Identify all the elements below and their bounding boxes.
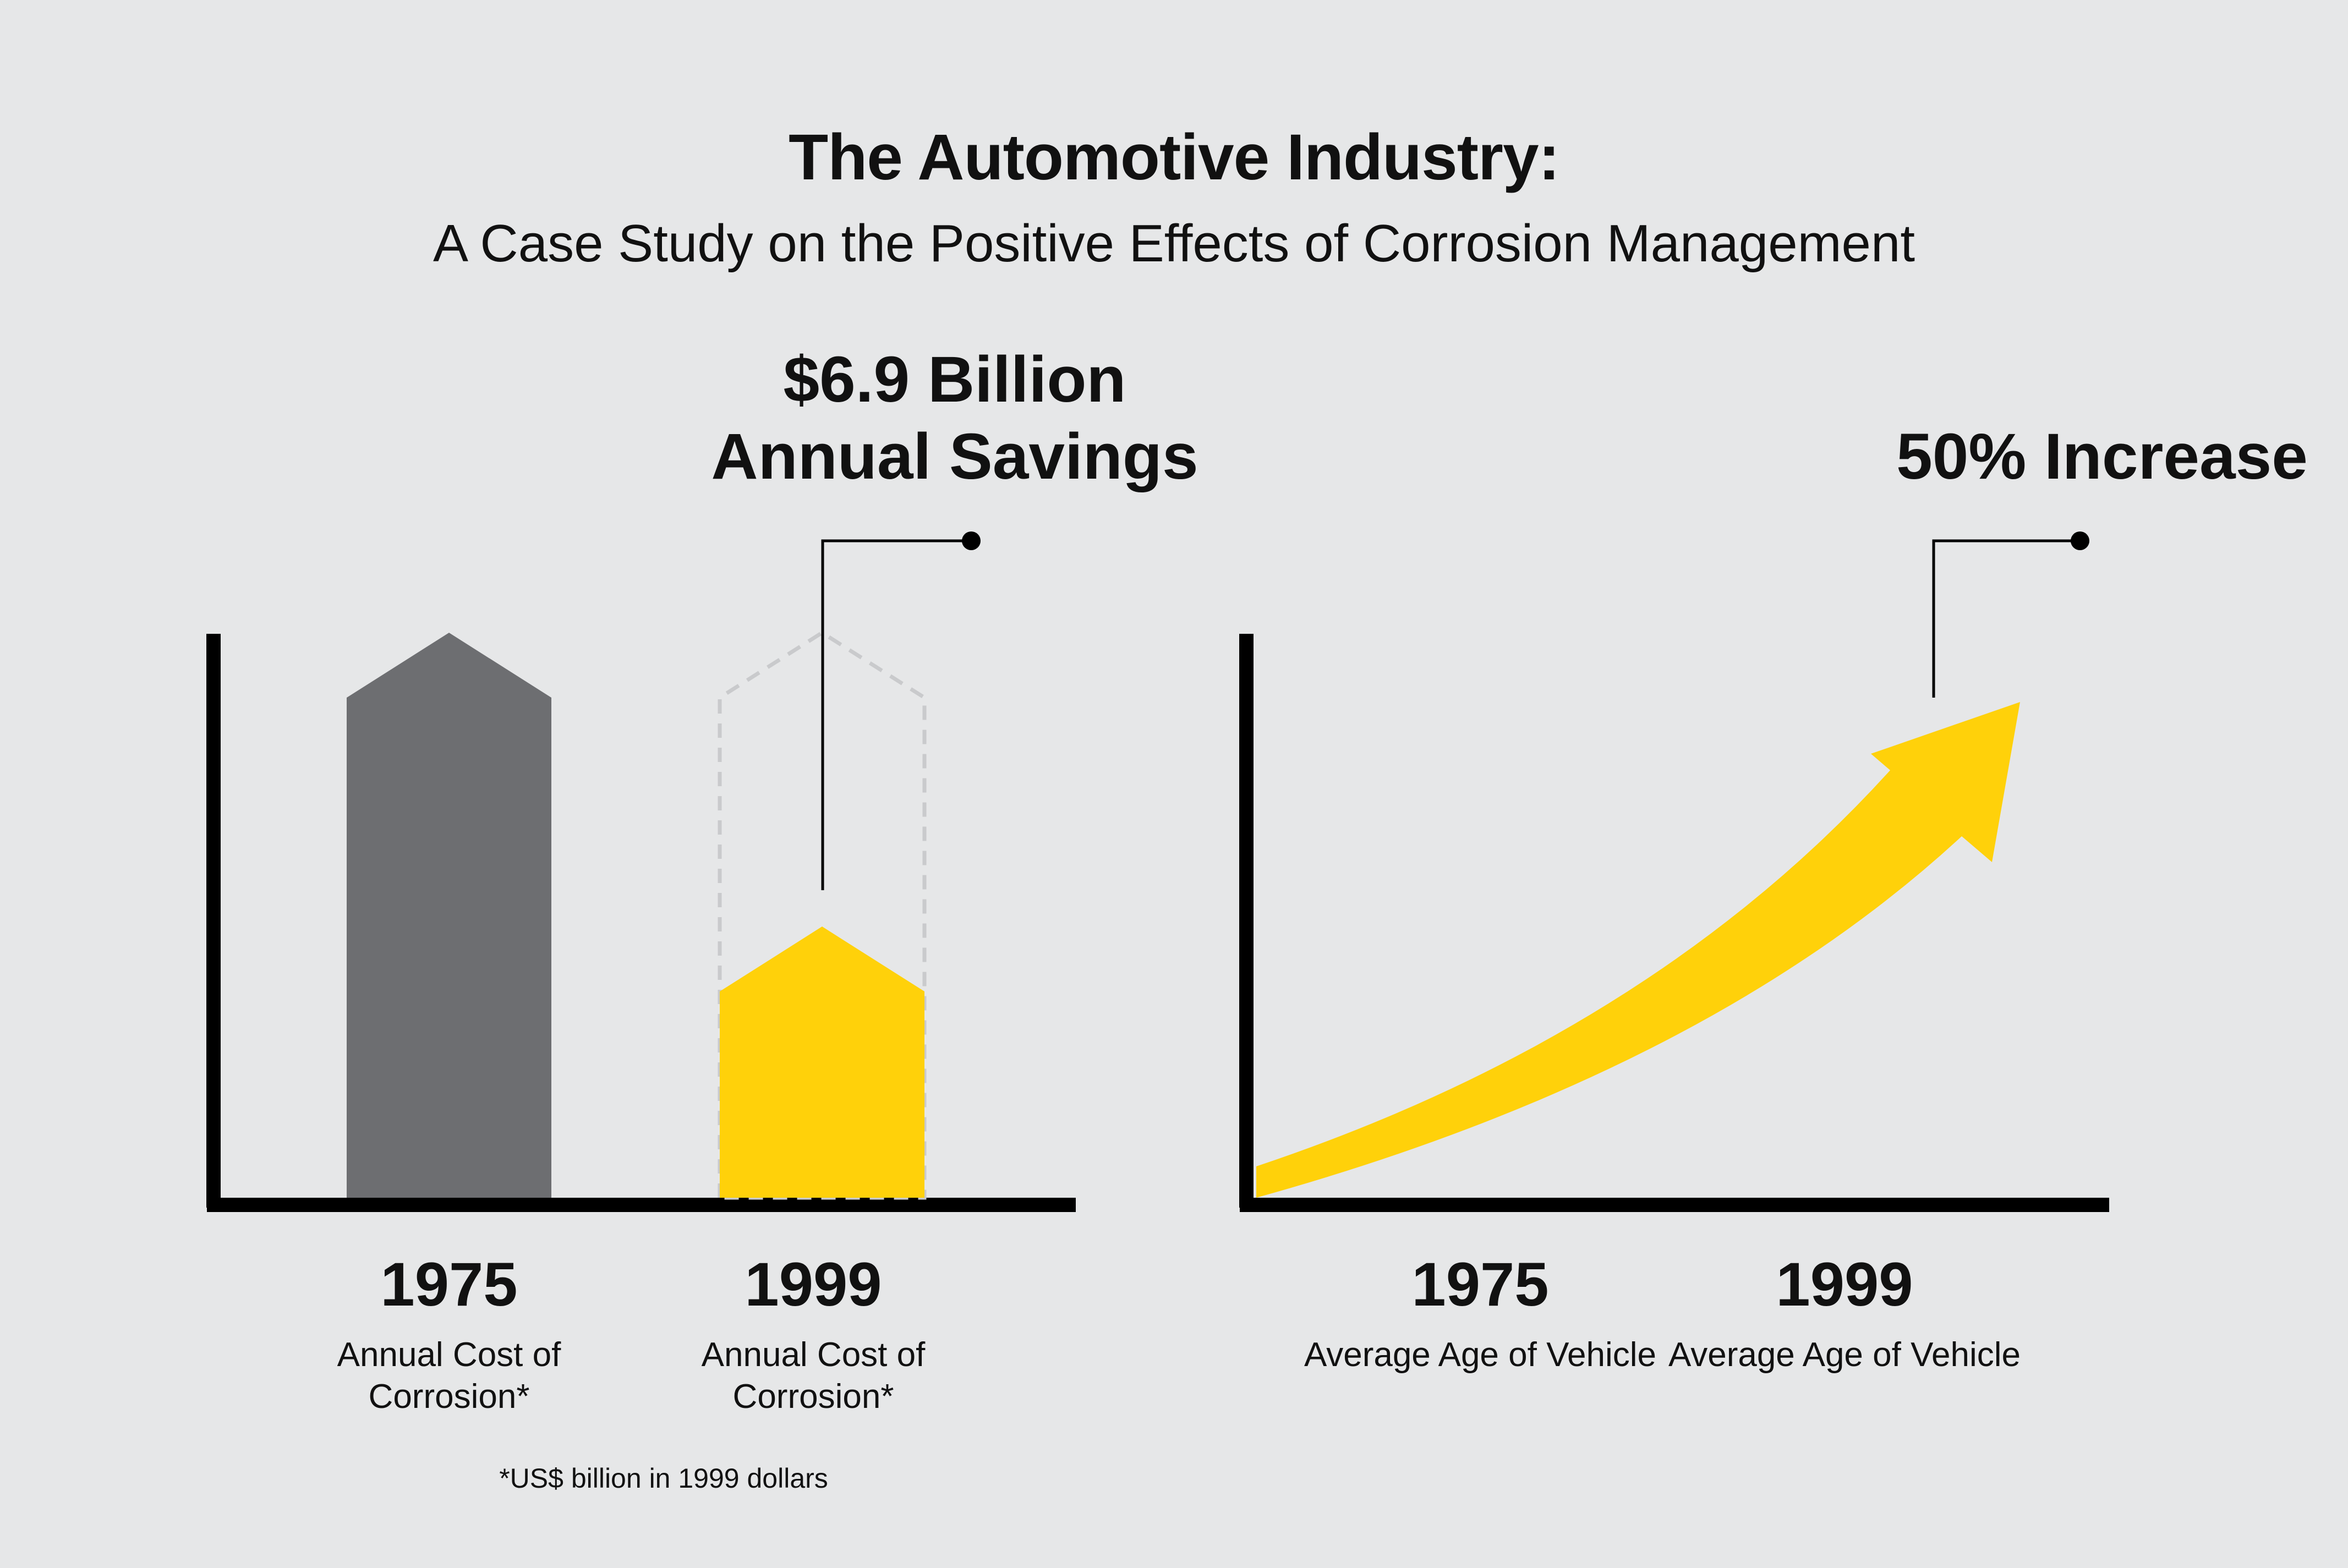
caption-1975-cost: Annual Cost of Corrosion* (337, 1336, 561, 1416)
caption-1999-cost: Annual Cost of Corrosion* (701, 1336, 926, 1416)
increase-leader-line (1932, 531, 2089, 698)
left-chart-axes (206, 634, 1076, 1212)
tick-label-1975-cost: 1975 (380, 1250, 518, 1319)
growth-arrow (1256, 702, 2020, 1198)
bar-1975 (347, 633, 551, 1198)
page-title: The Automotive Industry: (789, 121, 1560, 194)
increase-callout: 50% Increase (1896, 420, 2308, 493)
savings-amount: $6.9 Billion (783, 343, 1126, 416)
page-subtitle: A Case Study on the Positive Effects of … (433, 214, 1915, 273)
bar-1999 (720, 926, 924, 1198)
tick-label-1999-age: 1999 (1776, 1250, 1913, 1319)
savings-callout: $6.9 Billion Annual Savings (627, 341, 1282, 495)
right-chart-axes (1239, 634, 2109, 1212)
savings-label: Annual Savings (711, 420, 1198, 493)
bar-group (347, 630, 927, 1200)
tick-label-1999-cost: 1999 (745, 1250, 882, 1319)
caption-1975-age: Average Age of Vehicle (1304, 1336, 1656, 1374)
caption-1999-age: Average Age of Vehicle (1668, 1336, 2021, 1374)
tick-label-1975-age: 1975 (1411, 1250, 1549, 1319)
footnote: *US$ billion in 1999 dollars (499, 1463, 828, 1494)
savings-leader-line (821, 531, 981, 890)
bar-1999-previous-level-outline (718, 630, 927, 1200)
